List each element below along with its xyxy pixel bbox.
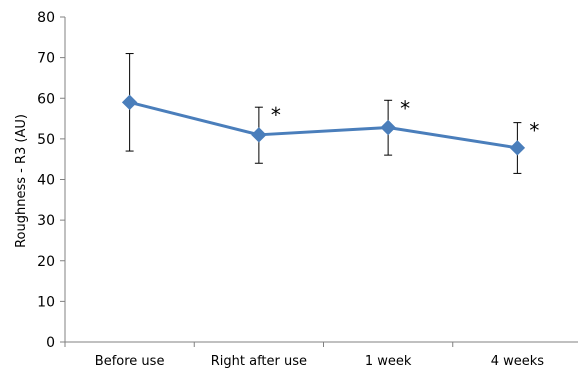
significance-marker: * — [529, 119, 539, 143]
significance-marker: * — [400, 96, 410, 120]
y-tick-label: 20 — [37, 254, 55, 270]
data-point — [380, 119, 396, 136]
x-tick-label: Right after use — [211, 354, 307, 369]
series — [121, 94, 526, 156]
axes — [60, 16, 578, 347]
y-tick-label: 50 — [37, 132, 55, 148]
x-tick-label: 4 weeks — [491, 354, 545, 369]
x-tick-label: Before use — [95, 354, 165, 369]
y-axis-title: Roughness - R3 (AU) — [14, 114, 29, 248]
y-tick-label: 0 — [46, 335, 55, 351]
data-point — [121, 94, 138, 111]
data-point — [251, 127, 267, 143]
error-bars — [125, 53, 522, 174]
y-tick-label: 10 — [37, 294, 55, 310]
y-tick-label: 80 — [37, 10, 55, 26]
labels: 0 10 20 30 40 50 60 70 80 Before use Right after u… — [37, 10, 544, 369]
y-tick-label: 60 — [37, 91, 55, 107]
y-tick-label: 40 — [37, 173, 55, 189]
y-tick-label: 70 — [37, 51, 55, 67]
significance-marker: * — [271, 103, 281, 127]
y-tick-label: 30 — [37, 213, 55, 229]
x-tick-label: 1 week — [365, 354, 412, 369]
series-line — [128, 100, 519, 150]
data-point — [509, 140, 526, 156]
